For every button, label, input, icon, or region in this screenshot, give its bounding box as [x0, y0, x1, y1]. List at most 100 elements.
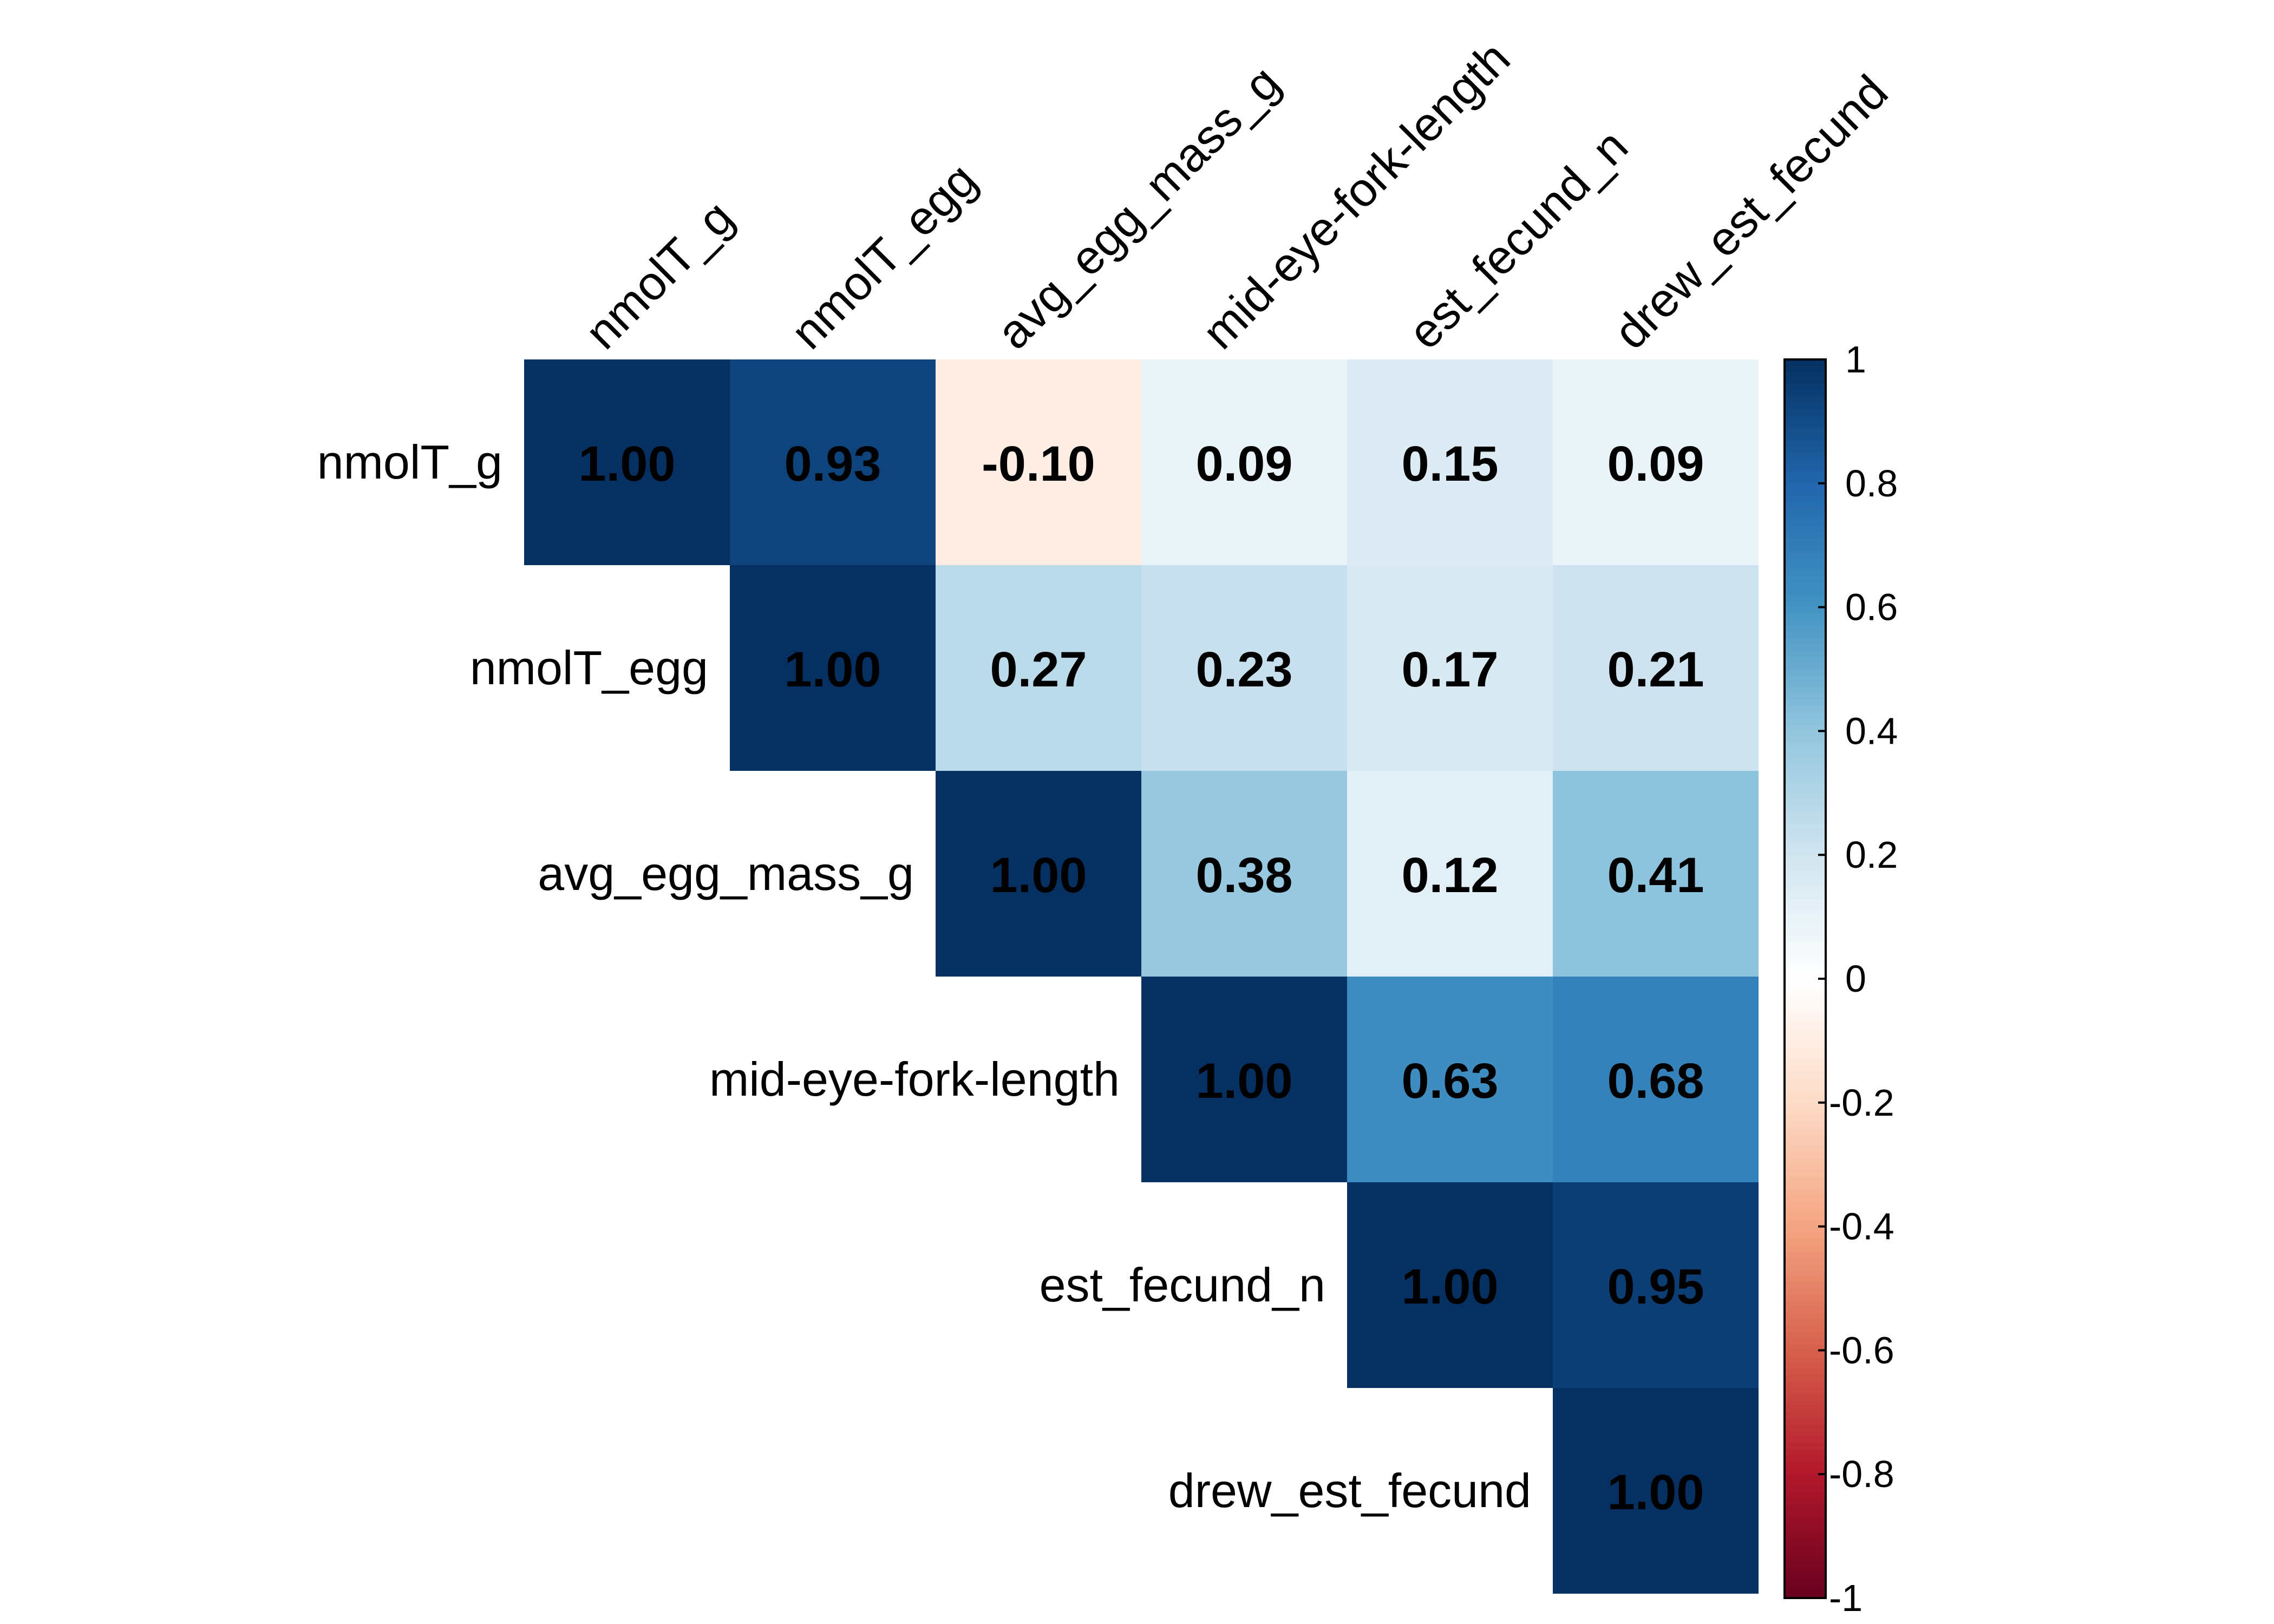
colorbar-segment	[1785, 1022, 1826, 1029]
colorbar-segment	[1785, 1418, 1826, 1425]
colorbar-segment	[1785, 588, 1826, 595]
colorbar-segment	[1785, 663, 1826, 670]
colorbar-segment	[1785, 1455, 1826, 1462]
colorbar-segment	[1785, 1338, 1826, 1345]
colorbar-segment	[1785, 960, 1826, 967]
colorbar-segment	[1785, 787, 1826, 794]
colorbar-segment	[1785, 1245, 1826, 1252]
colorbar-tick-label: 0	[1845, 958, 1866, 1000]
colorbar-segment	[1785, 1121, 1826, 1128]
colorbar-segment	[1785, 1140, 1826, 1147]
colorbar-segment	[1785, 1084, 1826, 1091]
colorbar-segment	[1785, 632, 1826, 639]
colorbar-segment	[1785, 724, 1826, 731]
colorbar-segment	[1785, 1189, 1826, 1196]
colorbar-segment	[1785, 495, 1826, 502]
colorbar-segment	[1785, 1505, 1826, 1512]
colorbar-segment	[1785, 687, 1826, 695]
colorbar-segment	[1785, 799, 1826, 806]
heatmap-cell	[524, 359, 730, 565]
colorbar-segment	[1785, 1561, 1826, 1568]
colorbar-segment	[1785, 979, 1826, 986]
heatmap-cell	[1553, 1388, 1759, 1594]
colorbar-segment	[1785, 1437, 1826, 1444]
colorbar-segment	[1785, 1586, 1826, 1593]
colorbar-segment	[1785, 830, 1826, 837]
colorbar-segment	[1785, 1263, 1826, 1271]
colorbar-segment	[1785, 1530, 1826, 1537]
colorbar-segment	[1785, 1424, 1826, 1431]
colorbar-segment	[1785, 1208, 1826, 1215]
colorbar-segment	[1785, 1251, 1826, 1258]
heatmap-cell	[1347, 1182, 1553, 1388]
row-label: avg_egg_mass_g	[538, 847, 914, 900]
colorbar-segment	[1785, 1462, 1826, 1469]
colorbar-segment	[1785, 1480, 1826, 1487]
heatmap-cell	[1553, 359, 1759, 565]
colorbar-segment	[1785, 947, 1826, 954]
colorbar-segment	[1785, 1474, 1826, 1481]
colorbar-segment	[1785, 489, 1826, 496]
colorbar-segment	[1785, 669, 1826, 676]
colorbar-segment	[1785, 1239, 1826, 1246]
colorbar-segment	[1785, 898, 1826, 905]
colorbar-tick-label: 0.2	[1845, 834, 1898, 876]
colorbar-segment	[1785, 1127, 1826, 1134]
colorbar-tick-label: -0.8	[1829, 1453, 1894, 1495]
colorbar-segment	[1785, 1332, 1826, 1339]
colorbar-segment	[1785, 1542, 1826, 1549]
colorbar-segment	[1785, 533, 1826, 540]
colorbar-segment	[1785, 1046, 1826, 1053]
colorbar-segment	[1785, 768, 1826, 775]
cell-value-label: 0.93	[784, 436, 881, 492]
colorbar-segment	[1785, 911, 1826, 918]
cell-value-label: 1.00	[1607, 1465, 1704, 1520]
colorbar-segment	[1785, 1115, 1826, 1122]
colorbar-tick-label: -0.4	[1829, 1206, 1894, 1248]
colorbar-segment	[1785, 811, 1826, 818]
colorbar-segment	[1785, 564, 1826, 571]
colorbar-segment	[1785, 1257, 1826, 1264]
colorbar-segment	[1785, 1567, 1826, 1574]
colorbar-segment	[1785, 607, 1826, 614]
colorbar-segment	[1785, 1449, 1826, 1456]
colorbar-segment	[1785, 1053, 1826, 1060]
colorbar-segment	[1785, 1319, 1826, 1326]
colorbar-segment	[1785, 1152, 1826, 1159]
colorbar-segment	[1785, 842, 1826, 849]
heatmap-cell	[730, 359, 936, 565]
colorbar-tick-label: 0.6	[1845, 586, 1898, 628]
colorbar-segment	[1785, 1177, 1826, 1184]
colorbar-segment	[1785, 793, 1826, 800]
heatmap-cell	[936, 359, 1141, 565]
colorbar-segment	[1785, 873, 1826, 880]
colorbar-segment	[1785, 997, 1826, 1004]
colorbar-segment	[1785, 824, 1826, 831]
row-label: mid-eye-fork-length	[709, 1052, 1120, 1106]
colorbar-segment	[1785, 731, 1826, 738]
colorbar-segment	[1785, 644, 1826, 651]
colorbar-segment	[1785, 1356, 1826, 1363]
colorbar-segment	[1785, 1220, 1826, 1227]
colorbar-segment	[1785, 904, 1826, 911]
row-label: nmolT_egg	[470, 641, 708, 695]
colorbar-segment	[1785, 1487, 1826, 1494]
colorbar-segment	[1785, 1028, 1826, 1035]
colorbar-segment	[1785, 378, 1826, 385]
row-label: est_fecund_n	[1040, 1258, 1325, 1312]
colorbar-tick-label: -0.2	[1829, 1082, 1894, 1124]
row-labels: nmolT_g nmolT_egg avg_egg_mass_g mid-eye-fo…	[317, 435, 1531, 1517]
colorbar-segment	[1785, 1090, 1826, 1097]
colorbar-segment	[1785, 762, 1826, 769]
colorbar-segment	[1785, 470, 1826, 477]
colorbar-segment	[1785, 706, 1826, 713]
colorbar-segment	[1785, 446, 1826, 453]
colorbar-segment	[1785, 718, 1826, 725]
colorbar-segment	[1785, 434, 1826, 441]
row-label: nmolT_g	[317, 435, 502, 489]
colorbar-segment	[1785, 1387, 1826, 1394]
colorbar-segment	[1785, 1134, 1826, 1141]
colorbar-segment	[1785, 613, 1826, 620]
colorbar-segment	[1785, 526, 1826, 533]
colorbar-segment	[1785, 1325, 1826, 1332]
